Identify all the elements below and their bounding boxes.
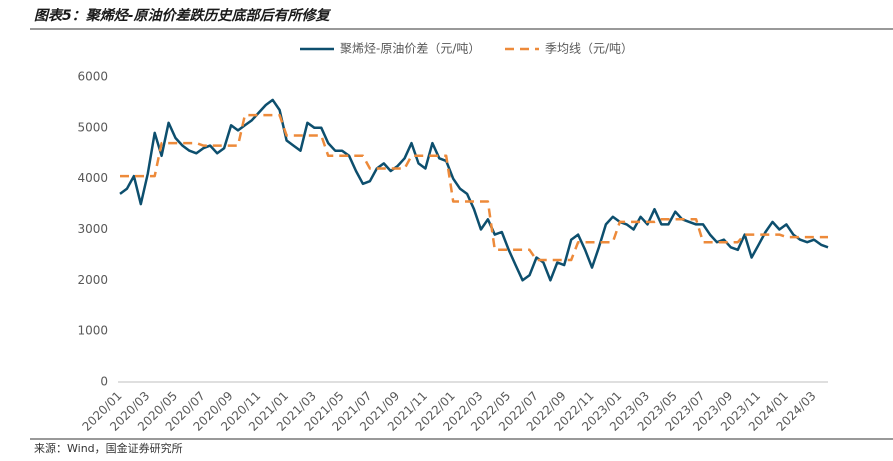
y-tick-label: 4000: [77, 171, 108, 185]
y-tick-label: 2000: [77, 273, 108, 287]
legend-label: 聚烯烃-原油价差（元/吨）: [340, 42, 480, 56]
source: 来源：Wind，国金证券研究所: [34, 441, 183, 455]
y-tick-label: 0: [100, 375, 108, 389]
legend-label: 季均线（元/吨）: [545, 42, 633, 56]
y-tick-label: 6000: [77, 70, 108, 84]
y-tick-label: 1000: [77, 324, 108, 338]
series-line: [120, 113, 828, 262]
y-tick-label: 5000: [77, 120, 108, 134]
series-line: [119, 98, 829, 282]
chart-title: 图表5：聚烯烃-原油价差跌历史底部后有所修复: [34, 7, 332, 24]
y-tick-label: 3000: [77, 222, 108, 236]
